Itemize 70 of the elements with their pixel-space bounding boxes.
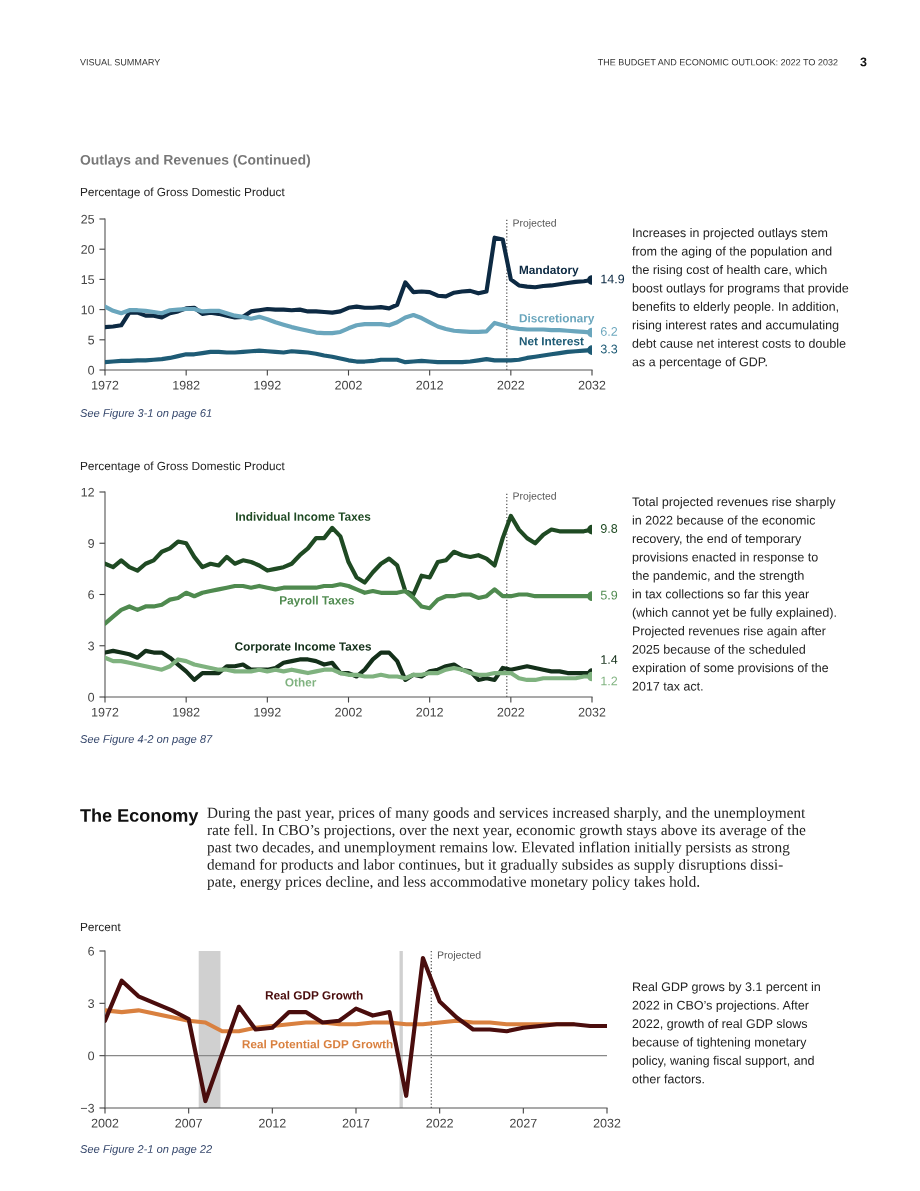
- y-tick-label: 12: [81, 487, 94, 497]
- y-tick-label: 20: [81, 245, 95, 254]
- y-axis-title: Percent: [80, 922, 121, 932]
- x-tick-label: 2002: [335, 380, 362, 390]
- x-tick-label: 2032: [578, 380, 606, 390]
- data-label: 5.9: [600, 590, 618, 600]
- x-tick-label: 1972: [92, 380, 119, 390]
- y-tick-label: 3: [88, 999, 95, 1008]
- x-tick-label: 2027: [510, 1118, 537, 1128]
- text: Individual Income Taxes: [236, 512, 371, 521]
- x-tick-label: 1992: [254, 380, 281, 390]
- ref-line-label: Projected: [437, 951, 481, 961]
- x-tick-label: 2007: [175, 1118, 202, 1128]
- text: Real GDP grows by 3.1 percent in 2022 in CBO’s projections. After 2022, growth of real GDP slows because of tightening monetary policy, waning fiscal support, and other factors.: [632, 982, 820, 1084]
- x-tick-label: 1982: [173, 380, 200, 390]
- x-tick-label: 2002: [335, 707, 362, 717]
- y-tick-label: 6: [88, 590, 95, 600]
- x-tick-label: 2002: [91, 1118, 119, 1128]
- text: See Figure 4-2 on page 87: [80, 734, 213, 746]
- y-tick-label: 25: [81, 214, 95, 224]
- x-tick-label: 1992: [254, 707, 281, 717]
- text: 3: [860, 57, 867, 67]
- series-label: Net Interest: [519, 337, 584, 346]
- y-tick-label: 0: [88, 692, 95, 702]
- text: The Economy: [80, 808, 199, 826]
- series-label: Real Potential GDP Growth: [242, 1039, 393, 1049]
- x-tick-label: 1972: [92, 707, 119, 717]
- text: VISUAL SUMMARY: [80, 59, 161, 66]
- data-label: 1.4: [601, 655, 618, 664]
- data-label: 1.2: [601, 676, 618, 686]
- y-axis-title: Percentage of Gross Domestic Product: [80, 461, 285, 473]
- series-label: Corporate Income Taxes: [235, 642, 372, 653]
- y-tick-label: −3: [80, 1103, 95, 1113]
- data-label: 14.9: [601, 274, 625, 284]
- text: THE BUDGET AND ECONOMIC OUTLOOK: 2022 TO 2032: [597, 59, 838, 66]
- x-tick-label: 2032: [578, 707, 606, 717]
- x-tick-label: 2032: [593, 1118, 621, 1128]
- series-label: Other: [285, 677, 317, 687]
- x-tick-label: 2012: [259, 1118, 286, 1128]
- y-axis-title: Percentage of Gross Domestic Product: [80, 187, 285, 199]
- text: Increases in projected outlays stem from the aging of the population and the rising cost of health care, which boost outlays for programs that provide benefits to elderly people. In addition, rising interest rates and accumulating debt cause net interest costs to double as a percentage of GDP.: [632, 228, 849, 369]
- series-label: Real GDP Growth: [265, 990, 363, 1000]
- y-tick-label: 15: [81, 275, 95, 285]
- series-label: Payroll Taxes: [280, 595, 354, 607]
- x-tick-label: 2022: [497, 707, 525, 717]
- data-label: 3.3: [600, 344, 618, 354]
- y-tick-label: 0: [88, 1051, 95, 1061]
- text: See Figure 3-1 on page 61: [80, 408, 212, 420]
- y-tick-label: 0: [88, 365, 95, 375]
- x-tick-label: 2017: [342, 1118, 370, 1128]
- text: During the past year, prices of many goods and services increased sharply, and the unemployment rate fell. In CBO’s projections, over the next year, economic growth stays above its average of the past two decades, and unemployment remains low. Elevated inflation initially persists as strong demand for products and labor continues, but it gradually subsides as supply disruptions dissi- pate, energy prices decline, and less accommodative monetary policy takes hold.: [207, 807, 806, 890]
- y-tick-label: 3: [88, 641, 95, 651]
- series-label: Mandatory: [519, 265, 579, 277]
- x-tick-label: 2022: [497, 380, 525, 390]
- text: See Figure 2-1 on page 22: [80, 1144, 213, 1156]
- y-tick-label: 5: [88, 335, 95, 345]
- x-tick-label: 1982: [173, 707, 200, 717]
- y-tick-label: 6: [88, 946, 95, 956]
- ref-line-label: Projected: [513, 219, 556, 229]
- x-tick-label: 2012: [416, 707, 443, 717]
- text: Outlays and Revenues (Continued): [80, 154, 311, 168]
- series-label: Discretionary: [519, 313, 595, 325]
- y-tick-label: 9: [88, 539, 94, 548]
- data-label: 6.2: [600, 327, 618, 336]
- ref-line-label: Projected: [513, 492, 556, 502]
- text: Total projected revenues rise sharply in 2022 because of the economic recovery, the end of temporary provisions enacted in response to the pandemic, and the strength in tax collections so far this year (which cannot yet be fully explained). Projected revenues rise again after 2025 because of the scheduled expiration of some provisions of the 2017 tax act.: [632, 497, 836, 691]
- y-tick-label: 10: [81, 305, 95, 315]
- x-tick-label: 2012: [416, 380, 443, 390]
- data-label: 9.8: [600, 524, 618, 533]
- x-tick-label: 2022: [426, 1118, 453, 1128]
